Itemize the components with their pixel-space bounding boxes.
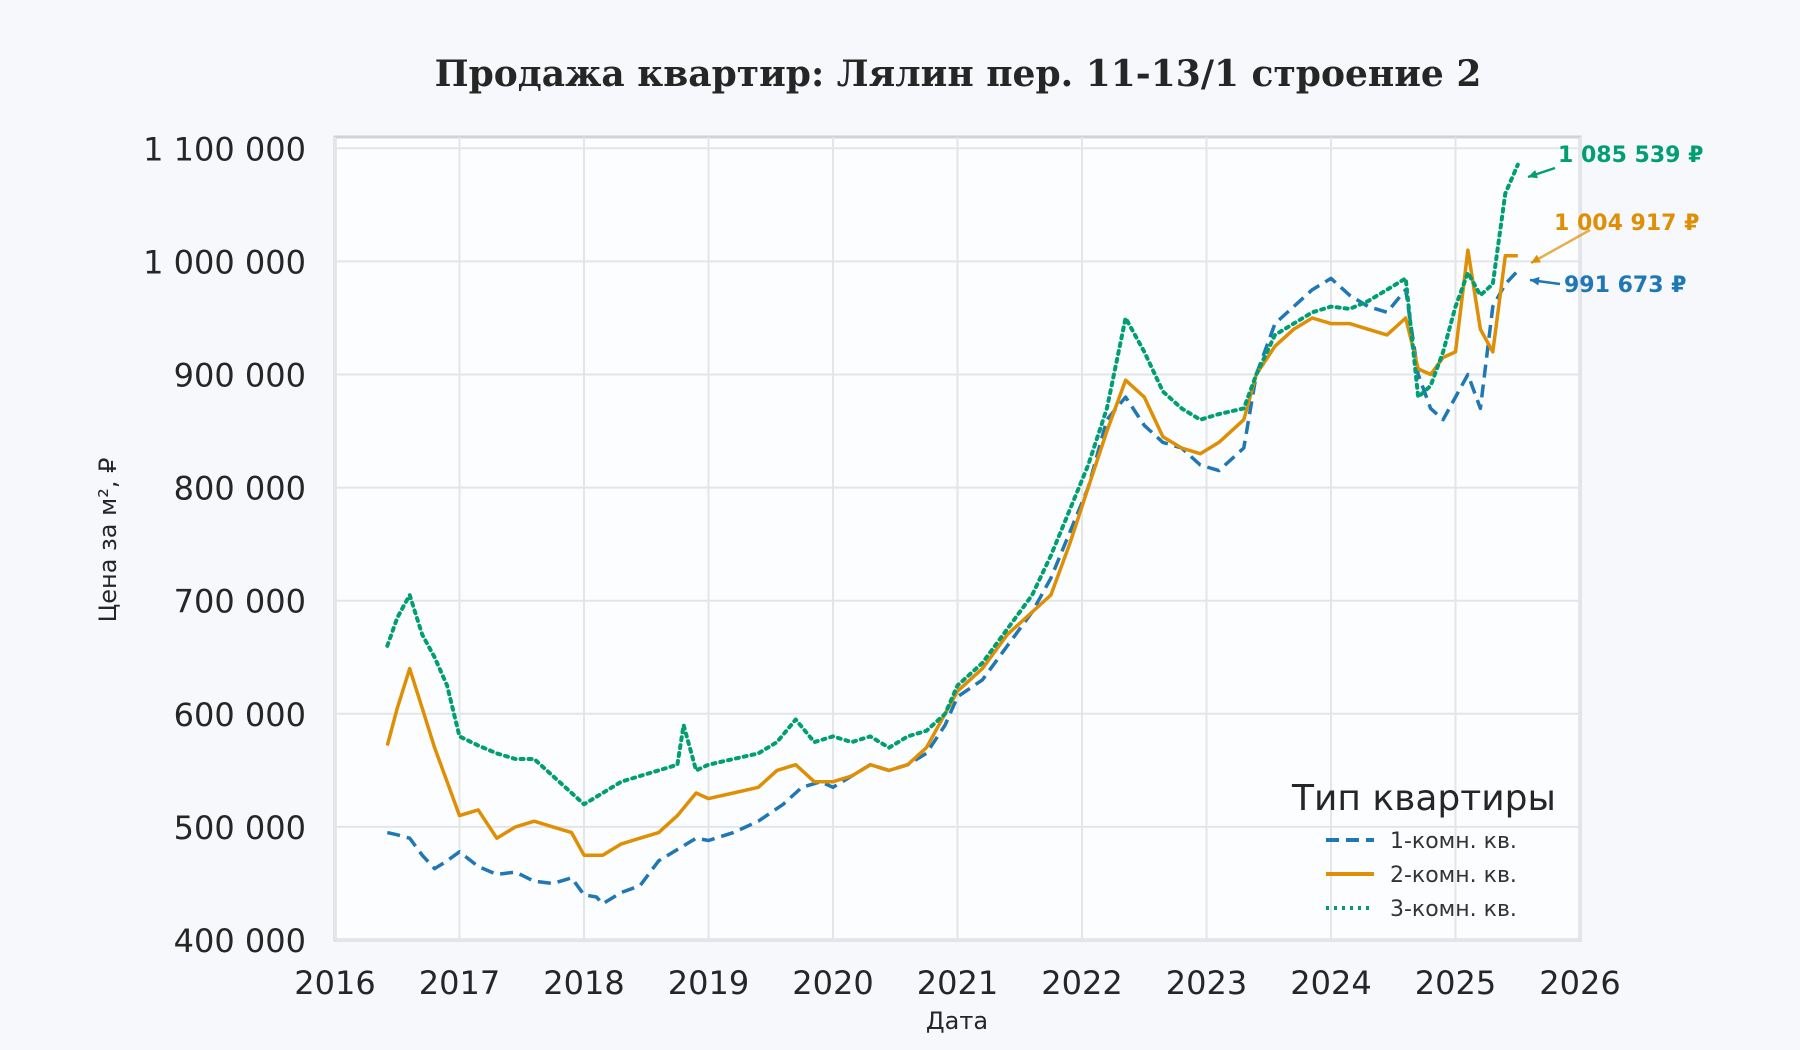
end-label-arrow [1530,228,1591,265]
y-tick-label: 700 000 [174,583,306,621]
chart-title: Продажа квартир: Лялин пер. 11-13/1 стро… [435,53,1482,95]
y-axis-ticks: 400 000 500 000 600 000 700 000 800 000 900 0… [143,130,306,960]
y-axis-label: Цена за м², ₽ [94,458,122,623]
x-tick-label: 2016 [294,964,375,1002]
x-tick-label: 2024 [1290,964,1371,1002]
x-tick-label: 2021 [917,964,998,1002]
series-line-1 [386,269,1520,906]
x-tick-label: 2018 [543,964,624,1002]
legend-label: 2-комн. кв. [1390,863,1517,888]
legend-label: 1-комн. кв. [1390,829,1517,854]
y-tick-label: 800 000 [174,470,306,508]
x-tick-label: 2017 [419,964,500,1002]
end-labels: 991 673 ₽ 1 004 917 ₽ 1 085 539 ₽ [1527,143,1703,298]
x-tick-label: 2025 [1415,964,1496,1002]
end-label-arrowhead [1531,254,1541,263]
x-tick-label: 2026 [1539,964,1620,1002]
end-label-arrowhead [1530,276,1540,286]
y-tick-label: 1 100 000 [143,130,306,168]
x-axis-ticks: 2016 2017 2018 2019 2020 2021 2022 2023 2024 2025… [294,964,1620,1002]
gridlines [334,137,1581,941]
x-tick-label: 2023 [1166,964,1247,1002]
series-layer [385,162,1520,906]
x-axis-label: Дата [926,1007,988,1035]
end-label-arrowhead [1528,170,1538,179]
x-tick-label: 2020 [792,964,873,1002]
y-tick-label: 900 000 [174,357,306,395]
y-tick-label: 500 000 [174,809,306,847]
y-tick-label: 400 000 [174,922,306,960]
end-value-label: 1 004 917 ₽ [1554,211,1699,236]
end-value-label: 1 085 539 ₽ [1558,143,1703,168]
legend: Тип квартиры 1-комн. кв. 2-комн. кв. 3-ком… [1291,778,1556,922]
series-line-3 [385,162,1520,807]
y-tick-label: 600 000 [174,696,306,734]
end-value-label: 991 673 ₽ [1564,273,1686,298]
x-tick-label: 2019 [668,964,749,1002]
y-tick-label: 1 000 000 [143,243,306,281]
legend-label: 3-комн. кв. [1390,897,1517,922]
x-tick-label: 2022 [1041,964,1122,1002]
legend-title: Тип квартиры [1291,778,1556,819]
